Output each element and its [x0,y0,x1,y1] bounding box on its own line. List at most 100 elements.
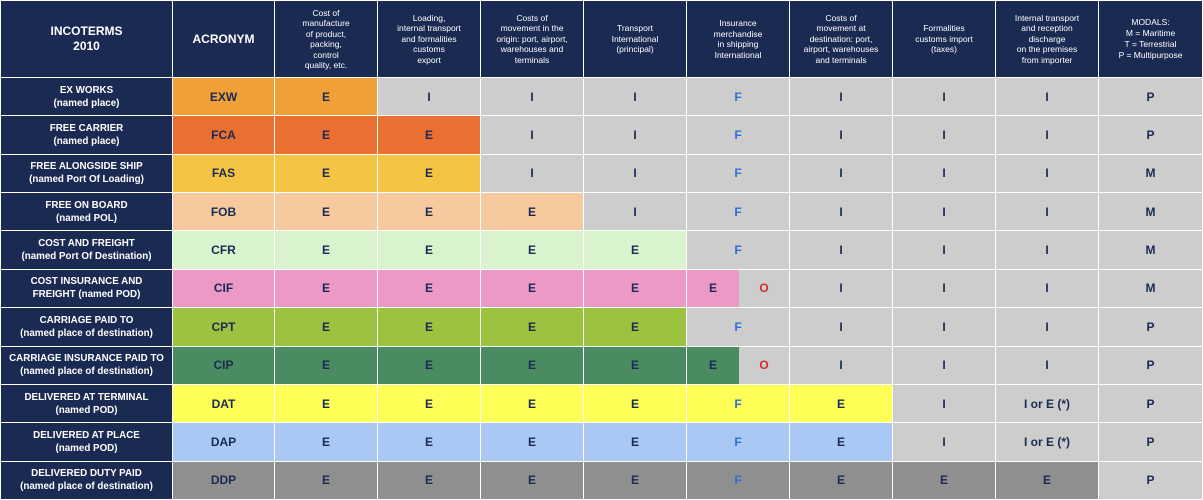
cell-origin: E [480,422,584,462]
cell-insurance: F [686,192,790,232]
incoterm-name: COST AND FREIGHT (named Port Of Destinat… [0,230,173,270]
header-loading: Loading, internal transport and formalit… [377,0,481,78]
incoterm-acronym: DAP [172,422,275,462]
cell-manufacture: E [274,192,378,232]
header-incoterms: INCOTERMS 2010 [0,0,173,78]
header-formalities: Formalities customs import (taxes) [892,0,996,78]
cell-destination: E [789,383,893,424]
cell-transport: E [583,460,687,500]
cell-modal: M [1098,268,1203,309]
cell-insurance: F [686,460,790,500]
cell-internal: I [995,153,1099,194]
cell-origin: I [480,76,584,117]
cell-manufacture: E [274,383,378,424]
cell-loading: E [377,268,481,309]
insurance-exporter-part: E [687,270,739,307]
cell-manufacture: E [274,345,378,385]
incoterm-name: FREE ALONGSIDE SHIP (named Port Of Loadi… [0,153,173,194]
cell-formalities: I [892,153,996,194]
table-row: FREE CARRIER (named place) FCA E E I I F… [0,115,1203,155]
cell-origin: E [480,192,584,232]
cell-internal: I [995,192,1099,232]
incoterm-name: DELIVERED AT PLACE (named POD) [0,422,173,462]
incoterm-name: FREE ON BOARD (named POL) [0,192,173,232]
header-internal: Internal transport and reception dischar… [995,0,1099,78]
cell-modal: M [1098,230,1203,270]
incoterm-acronym: CIF [172,268,275,309]
cell-origin: E [480,460,584,500]
cell-destination: I [789,230,893,270]
cell-insurance: E O [686,345,790,385]
cell-manufacture: E [274,460,378,500]
cell-internal: I [995,268,1099,309]
cell-transport: E [583,422,687,462]
cell-formalities: I [892,76,996,117]
incoterm-acronym: FCA [172,115,275,155]
cell-origin: E [480,230,584,270]
cell-origin: I [480,153,584,194]
cell-manufacture: E [274,230,378,270]
incoterm-acronym: EXW [172,76,275,117]
cell-destination: I [789,115,893,155]
cell-formalities: I [892,345,996,385]
incoterm-acronym: CIP [172,345,275,385]
insurance-split: E O [687,270,789,307]
header-transport: Transport International (principal) [583,0,687,78]
cell-manufacture: E [274,76,378,117]
cell-modal: P [1098,345,1203,385]
cell-internal: I or E (*) [995,383,1099,424]
cell-modal: M [1098,192,1203,232]
cell-destination: I [789,307,893,347]
incoterm-name: FREE CARRIER (named place) [0,115,173,155]
cell-formalities: I [892,307,996,347]
cell-transport: E [583,268,687,309]
header-origin: Costs of movement in the origin: port, a… [480,0,584,78]
cell-destination: I [789,153,893,194]
cell-insurance: F [686,230,790,270]
cell-insurance: E O [686,268,790,309]
cell-modal: P [1098,76,1203,117]
cell-transport: E [583,307,687,347]
cell-insurance: F [686,153,790,194]
cell-loading: E [377,115,481,155]
cell-formalities: I [892,230,996,270]
cell-insurance: F [686,383,790,424]
header-modals: MODALS: M = Maritime T = Terrestrial P =… [1098,0,1203,78]
cell-loading: E [377,307,481,347]
cell-modal: P [1098,115,1203,155]
cell-transport: I [583,76,687,117]
incoterm-name: EX WORKS (named place) [0,76,173,117]
cell-transport: E [583,345,687,385]
incoterm-name: CARRIAGE INSURANCE PAID TO (named place … [0,345,173,385]
incoterm-name: CARRIAGE PAID TO (named place of destina… [0,307,173,347]
table-row: FREE ON BOARD (named POL) FOB E E E I F … [0,192,1203,232]
table-row: DELIVERED DUTY PAID (named place of dest… [0,460,1203,500]
cell-destination: I [789,76,893,117]
cell-internal: I [995,307,1099,347]
incoterm-name: DELIVERED AT TERMINAL (named POD) [0,383,173,424]
cell-insurance: F [686,307,790,347]
table-row: COST INSURANCE AND FREIGHT (named POD) C… [0,268,1203,309]
insurance-exporter-part: E [687,347,739,384]
header-row: INCOTERMS 2010 ACRONYM Cost of manufactu… [0,0,1203,78]
cell-modal: P [1098,422,1203,462]
cell-internal: I or E (*) [995,422,1099,462]
cell-modal: M [1098,153,1203,194]
cell-origin: I [480,115,584,155]
cell-destination: I [789,192,893,232]
incoterm-acronym: CPT [172,307,275,347]
cell-destination: I [789,345,893,385]
cell-insurance: F [686,76,790,117]
cell-modal: P [1098,383,1203,424]
cell-formalities: I [892,422,996,462]
cell-origin: E [480,345,584,385]
cell-loading: E [377,192,481,232]
cell-destination: I [789,268,893,309]
cell-insurance: F [686,422,790,462]
insurance-optional-part: O [739,347,789,384]
cell-transport: E [583,230,687,270]
incoterm-name: COST INSURANCE AND FREIGHT (named POD) [0,268,173,309]
cell-loading: E [377,460,481,500]
cell-origin: E [480,268,584,309]
cell-modal: P [1098,307,1203,347]
